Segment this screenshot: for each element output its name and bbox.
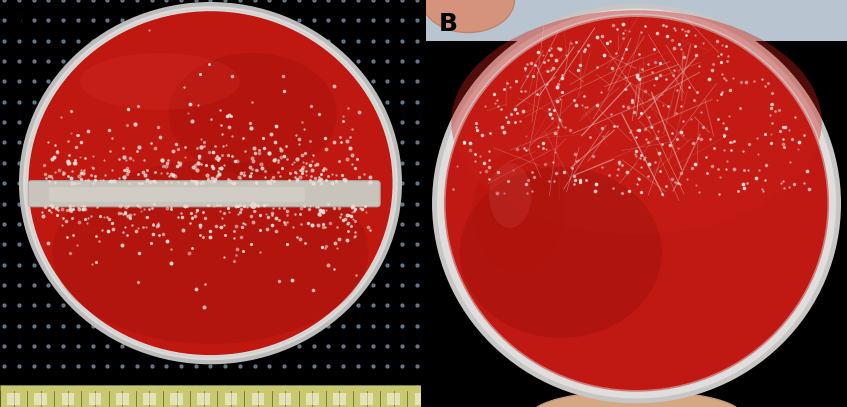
Ellipse shape	[460, 167, 662, 338]
Ellipse shape	[29, 11, 392, 355]
Ellipse shape	[21, 4, 400, 362]
Bar	[89, 393, 102, 405]
Ellipse shape	[451, 10, 822, 234]
Ellipse shape	[53, 161, 368, 344]
Text: B: B	[439, 12, 457, 36]
Ellipse shape	[531, 391, 742, 407]
Text: A: A	[13, 12, 32, 36]
Bar	[387, 393, 400, 405]
Ellipse shape	[435, 6, 839, 401]
Ellipse shape	[490, 163, 531, 228]
Ellipse shape	[422, 0, 514, 33]
Bar	[360, 393, 373, 405]
FancyBboxPatch shape	[28, 181, 380, 207]
Bar	[252, 393, 264, 405]
Bar	[224, 393, 237, 405]
Ellipse shape	[169, 53, 337, 175]
Bar	[116, 393, 129, 405]
FancyBboxPatch shape	[49, 187, 305, 202]
Bar	[8, 393, 19, 405]
Bar	[279, 393, 291, 405]
Bar	[35, 393, 47, 405]
Bar	[62, 393, 75, 405]
Bar	[426, 0, 847, 41]
Ellipse shape	[473, 151, 565, 273]
Bar	[415, 393, 427, 405]
Bar	[0, 385, 421, 407]
Bar	[143, 393, 156, 405]
Bar	[333, 393, 346, 405]
Ellipse shape	[80, 53, 240, 110]
Ellipse shape	[444, 15, 829, 392]
Bar	[170, 393, 183, 405]
Bar	[197, 393, 210, 405]
Bar	[306, 393, 318, 405]
